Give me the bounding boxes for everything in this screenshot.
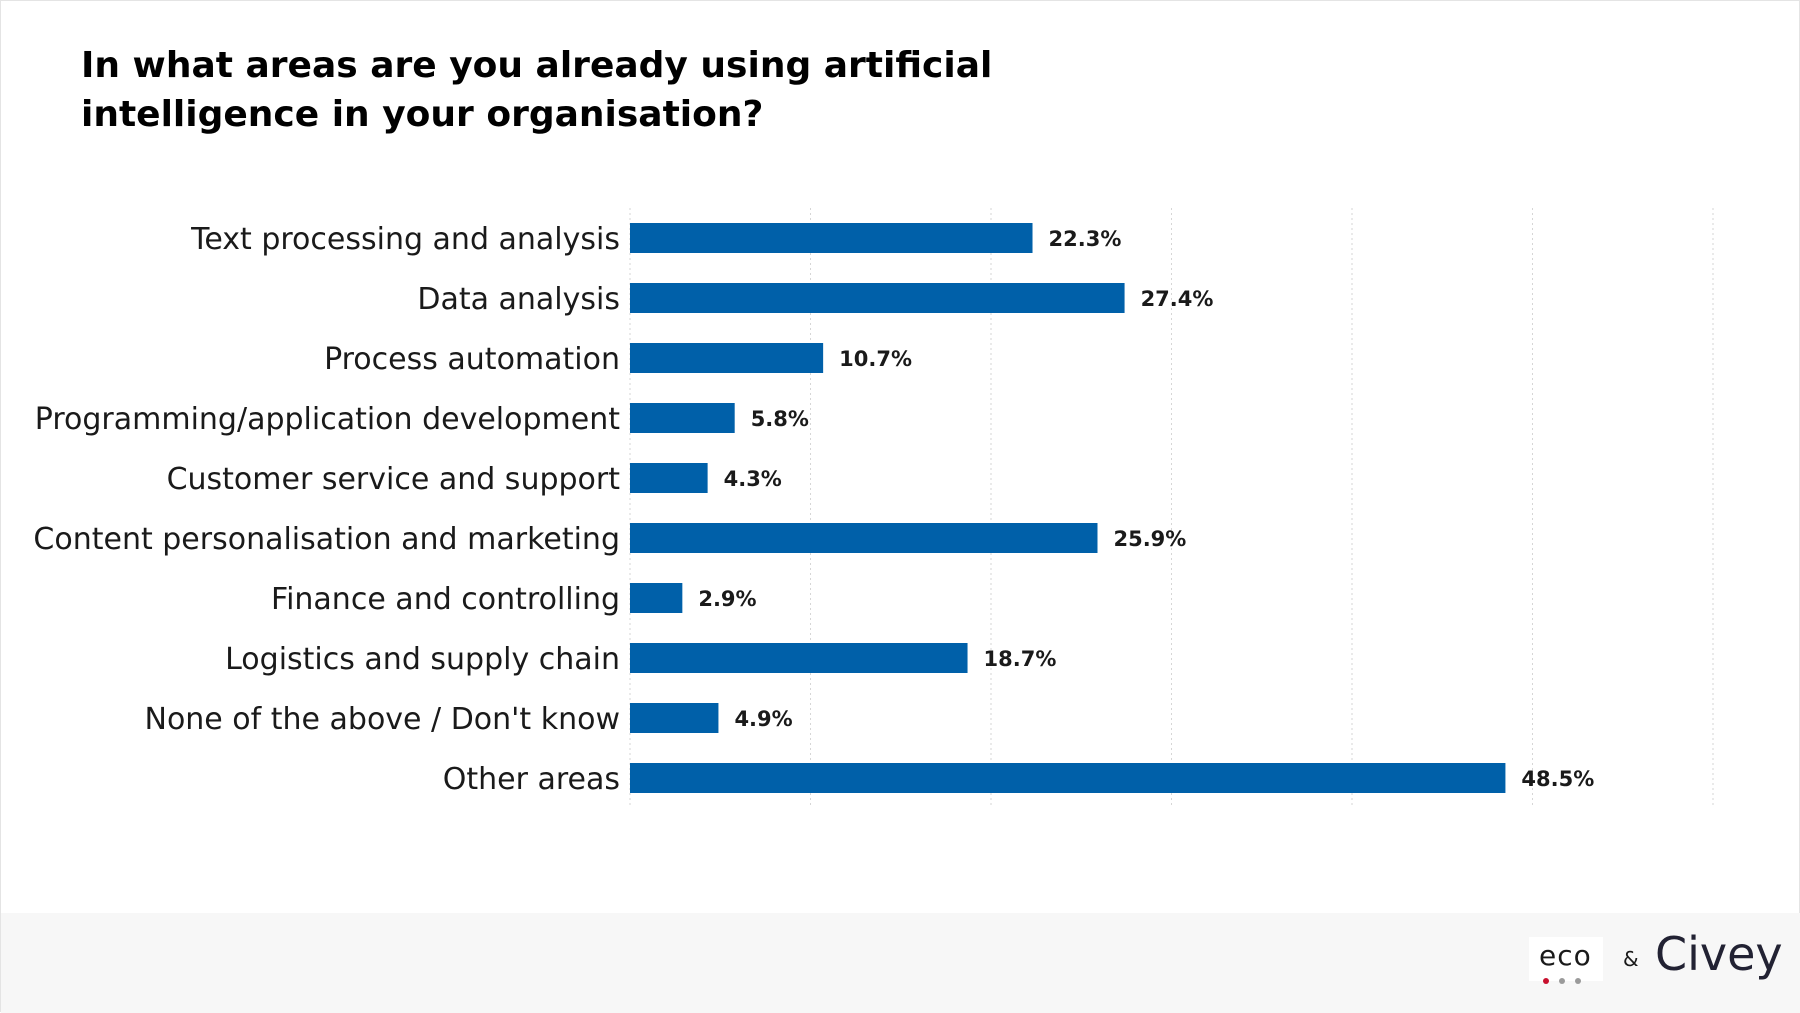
category-label: Customer service and support [167,462,621,497]
value-label: 5.8% [751,407,809,431]
bar [630,463,708,493]
bar [630,343,824,373]
ampersand: & [1623,947,1639,971]
value-label: 4.3% [724,467,782,491]
bar [630,523,1098,553]
category-label: Text processing and analysis [190,222,620,257]
eco-dot-icon [1543,978,1549,984]
eco-logo-dots [1543,971,1591,989]
bar [630,283,1125,313]
value-label: 27.4% [1141,287,1214,311]
category-label: Process automation [324,342,620,377]
value-label: 2.9% [698,587,756,611]
value-label: 18.7% [984,647,1057,671]
bar [630,403,735,433]
value-label: 25.9% [1113,527,1186,551]
category-label: Programming/application development [35,402,620,437]
category-label: Finance and controlling [271,582,620,617]
value-label: 48.5% [1521,767,1594,791]
category-label: Logistics and supply chain [225,642,620,677]
category-label: None of the above / Don't know [145,702,621,737]
value-label: 4.9% [734,707,792,731]
bar [630,583,683,613]
category-label: Other areas [443,762,620,797]
bar-chart: Text processing and analysis 22.3% Data an… [33,208,1714,807]
bar [630,223,1033,253]
eco-dot-icon [1575,978,1581,984]
bar [630,643,968,673]
bar [630,703,719,733]
value-label: 22.3% [1049,227,1122,251]
category-label: Content personalisation and marketing [33,522,620,557]
eco-dot-icon [1559,978,1565,984]
eco-logo: eco [1529,937,1603,984]
eco-logo-text: eco [1539,939,1592,972]
value-label: 10.7% [839,347,912,371]
chart-title: In what areas are you already using arti… [81,45,993,135]
category-label: Data analysis [417,282,620,317]
footer [1,913,1800,1013]
civey-logo: Civey [1655,927,1783,981]
bar [630,763,1506,793]
